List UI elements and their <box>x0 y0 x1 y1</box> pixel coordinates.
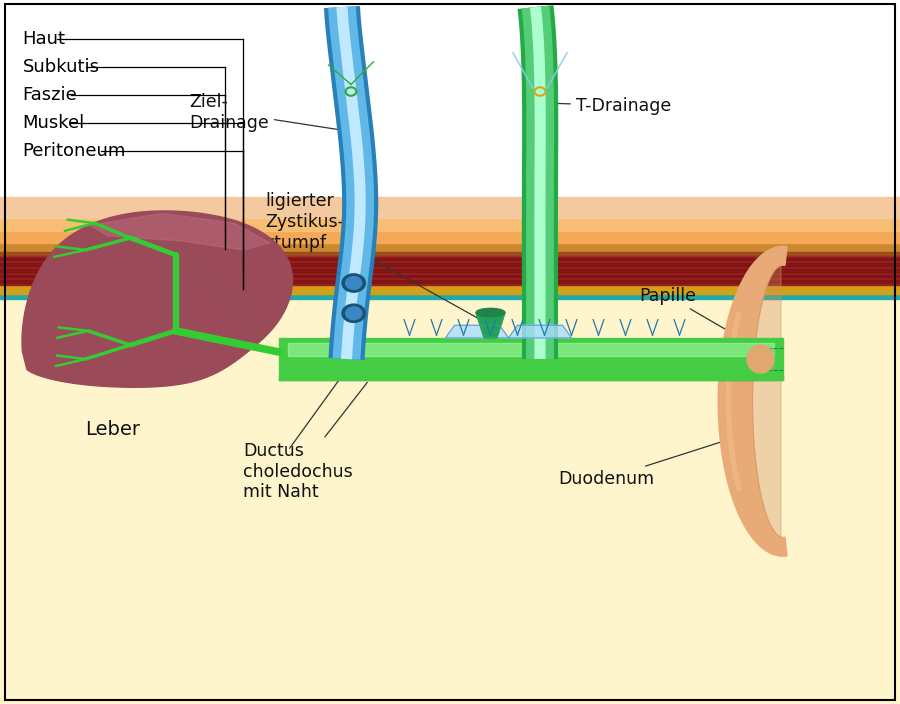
Circle shape <box>346 277 362 289</box>
Text: Ziel-
Drainage: Ziel- Drainage <box>189 93 353 132</box>
Bar <box>0 197 900 704</box>
Polygon shape <box>718 246 781 556</box>
Bar <box>0 263 900 266</box>
Bar <box>0 252 900 255</box>
Bar <box>0 218 900 243</box>
Polygon shape <box>778 246 788 265</box>
Circle shape <box>346 307 362 320</box>
Text: T-Drainage: T-Drainage <box>543 96 671 115</box>
Text: Haut: Haut <box>22 30 66 48</box>
Text: Leber: Leber <box>85 420 140 439</box>
Text: Ductus
choledochus
mit Naht: Ductus choledochus mit Naht <box>243 382 367 501</box>
Polygon shape <box>476 313 505 338</box>
Circle shape <box>342 304 365 322</box>
Text: Papille: Papille <box>639 287 774 358</box>
Bar <box>0 294 900 299</box>
Polygon shape <box>508 325 572 338</box>
Polygon shape <box>446 325 508 338</box>
Polygon shape <box>90 213 270 250</box>
Bar <box>0 258 900 260</box>
Text: Muskel: Muskel <box>22 114 85 132</box>
Circle shape <box>342 274 365 292</box>
Bar <box>0 243 900 255</box>
Text: Faszie: Faszie <box>22 86 77 104</box>
Bar <box>0 197 900 218</box>
Bar <box>0 0 900 197</box>
Bar <box>0 285 900 294</box>
Bar <box>0 255 900 285</box>
Ellipse shape <box>476 308 505 317</box>
Text: Duodenum: Duodenum <box>558 441 724 488</box>
Polygon shape <box>778 537 788 556</box>
Text: Subkutis: Subkutis <box>22 58 100 76</box>
Ellipse shape <box>747 345 774 373</box>
Polygon shape <box>476 313 505 338</box>
Bar <box>0 269 900 272</box>
Bar <box>0 280 900 283</box>
Polygon shape <box>22 211 292 387</box>
Bar <box>0 218 900 231</box>
Polygon shape <box>752 265 781 537</box>
Text: Peritoneum: Peritoneum <box>22 142 126 161</box>
Text: ligierter
Zystikus-
stumpf: ligierter Zystikus- stumpf <box>266 192 488 324</box>
Bar <box>0 275 900 277</box>
